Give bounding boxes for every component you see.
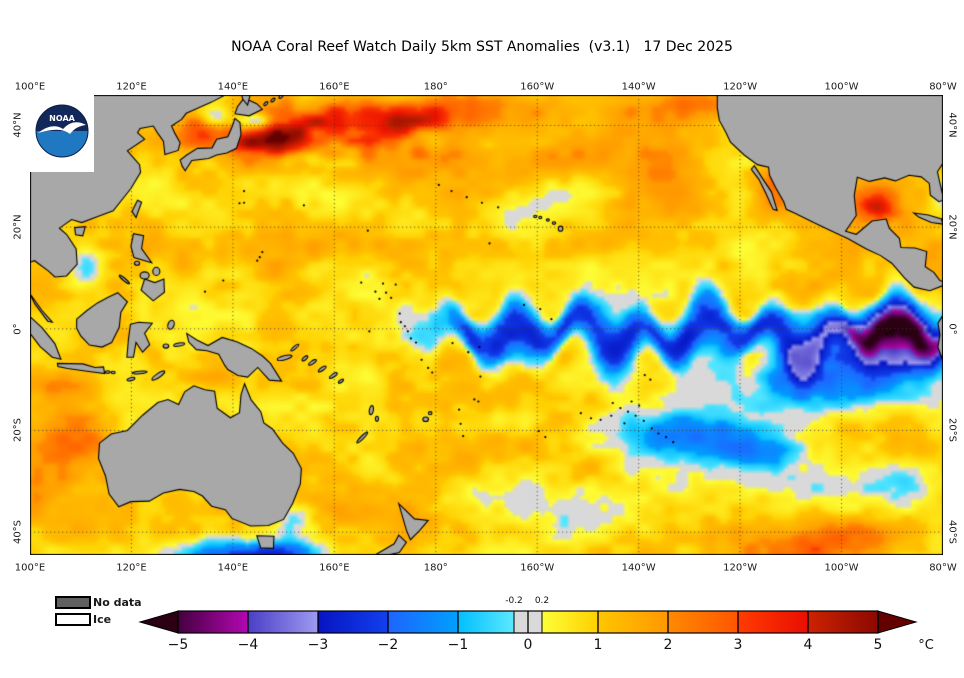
colorbar-tick-label: 5 (874, 637, 883, 653)
noaa-logo: NOAA (30, 95, 94, 172)
lon-label-bottom: 140°W (621, 562, 656, 574)
lon-label-top: 140°E (217, 81, 249, 93)
lat-label-left: 0° (12, 323, 24, 335)
lat-label-right: 20°N (946, 214, 958, 240)
no-data-swatch (55, 596, 91, 609)
sst-anomaly-map (30, 95, 943, 555)
lat-label-left: 20°S (12, 418, 24, 443)
lat-label-right: 40°N (946, 112, 958, 139)
lon-label-bottom: 80°W (929, 562, 957, 574)
colorbar-threshold-label: 0.2 (535, 596, 549, 606)
lon-label-top: 140°W (621, 81, 656, 93)
legend-no-data: No data (55, 594, 142, 611)
svg-text:NOAA: NOAA (49, 114, 75, 123)
lon-label-top: 120°W (723, 81, 758, 93)
colorbar-threshold-label: -0.2 (505, 596, 523, 606)
lon-label-bottom: 160°W (520, 562, 555, 574)
lon-label-top: 160°W (520, 81, 555, 93)
lon-label-bottom: 100°E (14, 562, 46, 574)
ice-swatch (55, 613, 91, 626)
colorbar-unit-label: °C (918, 638, 934, 653)
colorbar-tick-label: 0 (524, 637, 533, 653)
colorbar-tick-label: 2 (664, 637, 673, 653)
colorbar-tick-label: −4 (238, 637, 259, 653)
colorbar-tick-label: 3 (734, 637, 743, 653)
map-area (30, 95, 943, 555)
lon-label-bottom: 120°E (116, 562, 147, 574)
colorbar-tick-label: −1 (448, 637, 469, 653)
lon-label-top: 180° (423, 81, 448, 93)
lat-label-left: 40°S (12, 520, 24, 545)
lon-label-bottom: 100°W (824, 562, 859, 574)
ice-label: Ice (93, 613, 112, 626)
map-legend: No data Ice (55, 594, 142, 628)
colorbar-tick-label: −2 (378, 637, 399, 653)
page-title: NOAA Coral Reef Watch Daily 5km SST Anom… (231, 39, 733, 55)
lon-label-bottom: 180° (423, 562, 448, 574)
color-scale: −5 −4 −3 −2 −1 0 1 2 3 4 5 °C -0.2 0.2 (138, 585, 950, 659)
lon-label-top: 120°E (116, 81, 147, 93)
lat-label-right: 20°S (946, 418, 958, 443)
lat-label-right: 0° (946, 323, 958, 335)
lon-label-bottom: 140°E (217, 562, 249, 574)
colorbar-tick-label: 1 (594, 637, 603, 653)
colorbar-tick-label: −5 (168, 637, 189, 653)
lon-label-top: 100°W (824, 81, 859, 93)
color-scale-svg: −5 −4 −3 −2 −1 0 1 2 3 4 5 °C -0.2 0.2 (138, 596, 934, 653)
lon-label-bottom: 160°E (319, 562, 350, 574)
lon-label-top: 100°E (14, 81, 46, 93)
lon-label-bottom: 120°W (723, 562, 758, 574)
legend-ice: Ice (55, 611, 142, 628)
lat-label-left: 20°N (12, 214, 24, 240)
lat-label-right: 40°S (946, 520, 958, 545)
no-data-label: No data (93, 596, 142, 609)
lon-label-top: 160°E (319, 81, 350, 93)
colorbar-tick-label: 4 (804, 637, 813, 653)
colorbar-tick-label: −3 (308, 637, 329, 653)
lat-label-left: 40°N (12, 112, 24, 139)
lon-label-top: 80°W (929, 81, 957, 93)
noaa-logo-icon: NOAA (30, 95, 94, 172)
